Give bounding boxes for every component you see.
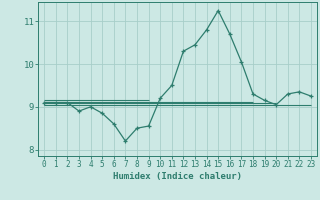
X-axis label: Humidex (Indice chaleur): Humidex (Indice chaleur) — [113, 172, 242, 181]
